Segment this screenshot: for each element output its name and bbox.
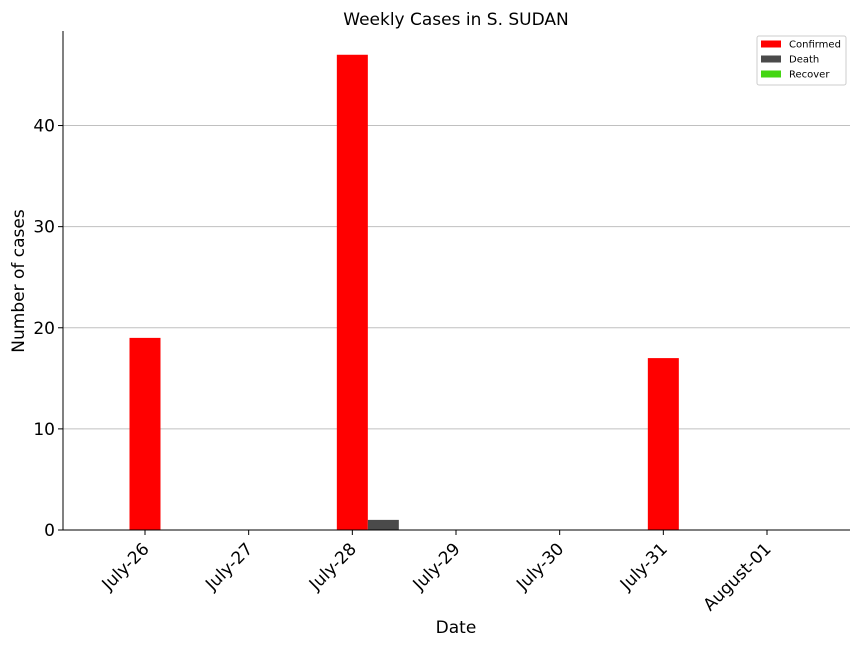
- y-tick-label: 10: [33, 420, 55, 440]
- x-tick-label: August-01: [700, 539, 776, 615]
- bar-confirmed-july-28: [336, 54, 368, 531]
- y-axis-label: Number of cases: [9, 209, 29, 353]
- legend-swatch-recover: [761, 70, 781, 78]
- legend-label-death: Death: [789, 55, 819, 66]
- x-tick-label: July-30: [512, 539, 568, 595]
- x-tick-label: July-26: [98, 539, 154, 595]
- x-ticks: July-26 July-27 July-28 July-29 July-30 July-…: [98, 530, 776, 615]
- legend-label-recover: Recover: [789, 70, 830, 81]
- gridlines: [63, 125, 850, 430]
- y-tick-label: 30: [33, 218, 55, 238]
- chart-title: Weekly Cases in S. SUDAN: [343, 10, 569, 30]
- y-tick-label: 0: [44, 521, 55, 541]
- legend-swatch-confirmed: [761, 40, 781, 48]
- x-tick-label: July-27: [201, 539, 257, 595]
- legend-swatch-death: [761, 55, 781, 63]
- legend-label-confirmed: Confirmed: [789, 40, 841, 51]
- x-tick-label: July-28: [305, 539, 361, 595]
- bar-confirmed-july-31: [647, 358, 679, 530]
- x-axis-label: Date: [436, 618, 477, 638]
- legend: Confirmed Death Recover: [756, 35, 847, 86]
- x-tick-label: July-31: [616, 539, 672, 595]
- x-tick-label: July-29: [409, 539, 465, 595]
- bar-death-july-28: [367, 519, 399, 530]
- y-tick-label: 20: [33, 319, 55, 339]
- bars: [129, 54, 679, 531]
- y-tick-label: 40: [33, 117, 55, 137]
- y-ticks: 0 10 20 30 40: [33, 117, 63, 541]
- bar-confirmed-july-26: [129, 337, 161, 530]
